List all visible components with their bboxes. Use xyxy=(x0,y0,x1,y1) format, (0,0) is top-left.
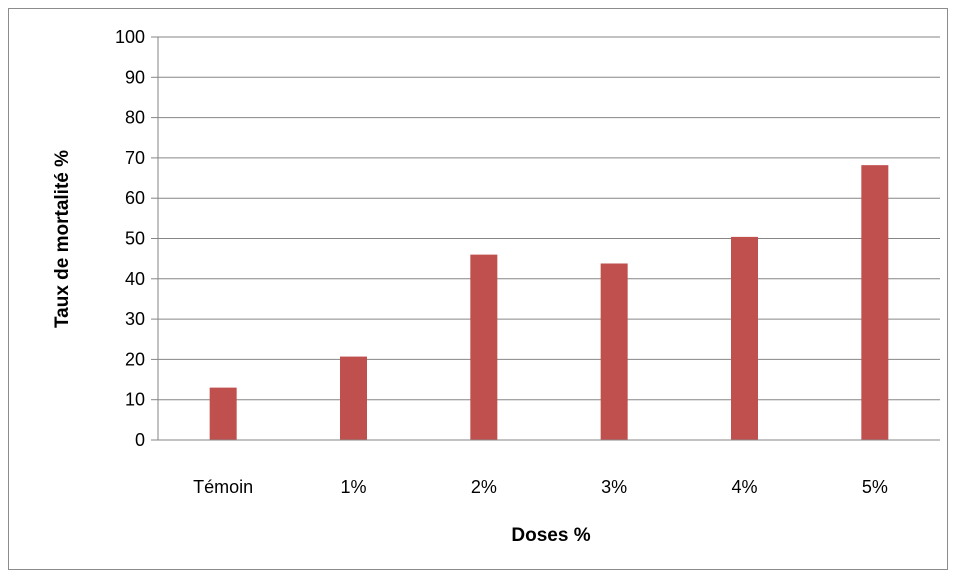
gridlines xyxy=(151,36,940,441)
x-tick-label: 2% xyxy=(471,477,497,497)
y-tick-label: 70 xyxy=(125,148,145,168)
y-tick-label: 0 xyxy=(135,430,145,450)
y-tick-label: 50 xyxy=(125,229,145,249)
bar-2 xyxy=(470,254,498,440)
bar-3 xyxy=(600,263,628,440)
y-tick-label: 100 xyxy=(115,27,145,47)
bar-0 xyxy=(209,387,237,440)
y-tick-label: 30 xyxy=(125,309,145,329)
y-tick-label: 20 xyxy=(125,349,145,369)
y-tick-label: 80 xyxy=(125,108,145,128)
x-tick-label: 1% xyxy=(340,477,366,497)
x-tick-labels: Témoin 1% 2% 3% 4% 5% xyxy=(193,477,888,497)
x-tick-label: Témoin xyxy=(193,477,253,497)
x-tick-label: 4% xyxy=(731,477,757,497)
bar-1 xyxy=(340,356,367,440)
y-tick-label: 90 xyxy=(125,67,145,87)
bar-5 xyxy=(861,165,889,441)
y-tick-label: 40 xyxy=(125,269,145,289)
bar-4 xyxy=(731,236,758,440)
x-axis-title: Doses % xyxy=(511,525,590,546)
x-tick-label: 3% xyxy=(601,477,627,497)
axes xyxy=(157,37,940,441)
bars xyxy=(209,165,889,441)
y-tick-label: 10 xyxy=(125,390,145,410)
y-axis-title: Taux de mortalité % xyxy=(52,150,73,328)
y-tick-label: 60 xyxy=(125,188,145,208)
x-tick-label: 5% xyxy=(862,477,888,497)
y-tick-labels: 0 10 20 30 40 50 60 70 80 90 100 xyxy=(115,27,145,450)
